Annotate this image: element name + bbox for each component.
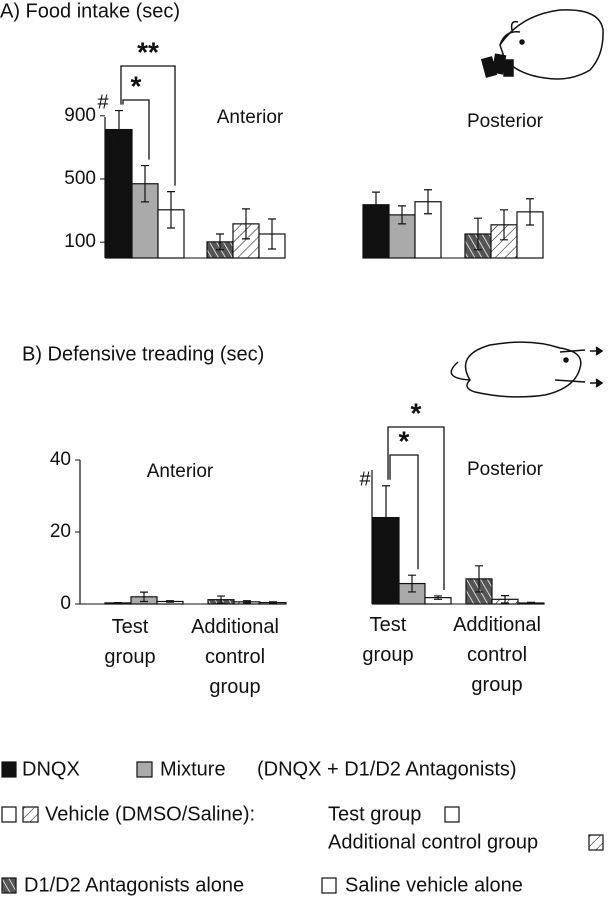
legend-note: (DNQX + D1/D2 Antagonists) [257,758,517,780]
group-label: Additional control group [191,616,279,698]
error-bar [115,109,123,150]
annotation: ** [137,36,159,67]
y-tick-label: 900 [64,105,96,126]
error-bar [526,198,534,226]
y-tick-label: 500 [64,168,96,189]
error-bar [141,164,149,203]
significance-bracket [387,426,445,590]
legend-label: Saline vehicle alone [345,874,523,896]
legend-label: D1/D2 Antagonists alone [24,874,244,896]
panel-title: A) Food intake (sec) [0,0,180,22]
error-bar [408,574,416,593]
annotation: # [97,91,109,113]
annotation: * [131,70,142,101]
annotation: # [359,468,371,490]
significance-bracket [389,454,419,570]
error-bar [114,601,122,604]
error-bar [434,595,442,600]
group-label: Test group [362,614,413,666]
panel-title: B) Defensive treading (sec) [22,343,264,365]
chart-subtitle: Anterior [217,107,284,128]
legend-label: Additional control group [328,831,538,853]
error-bar [269,601,277,604]
error-bar [268,218,276,250]
error-bar [167,191,175,229]
legend-label: Vehicle (DMSO/Saline): [45,803,255,825]
error-bar [217,595,225,604]
legend-label: DNQX [22,758,80,780]
group-label: Additional control group [453,614,541,696]
error-bar [382,485,390,550]
error-bar [372,191,380,218]
error-bar [398,205,406,225]
error-bar [475,565,483,593]
rat-eating-icon [480,9,604,80]
group-label: Test group [104,616,155,668]
error-bar [500,209,508,241]
chart-subtitle: Posterior [467,459,544,480]
error-bar [474,217,482,251]
legend-label: Test group [328,803,421,825]
annotation: * [411,397,422,428]
legend [1,761,604,894]
chart-subtitle: Posterior [467,111,544,132]
y-tick-label: 40 [50,449,71,470]
y-tick-label: 100 [64,231,96,252]
annotation: * [399,425,410,456]
error-bar [243,600,251,604]
error-bar [424,189,432,215]
error-bar [166,600,174,603]
error-bar [501,595,509,604]
rat-treading-icon [450,341,604,398]
error-bar [216,233,224,251]
significance-bracket [120,65,176,186]
y-tick-label: 20 [50,521,71,542]
legend-label: Mixture [160,758,226,780]
y-tick-label: 0 [60,593,71,614]
error-bar [242,208,250,240]
significance-bracket [122,99,150,160]
chart-subtitle: Anterior [147,461,214,482]
error-bar [140,591,148,603]
